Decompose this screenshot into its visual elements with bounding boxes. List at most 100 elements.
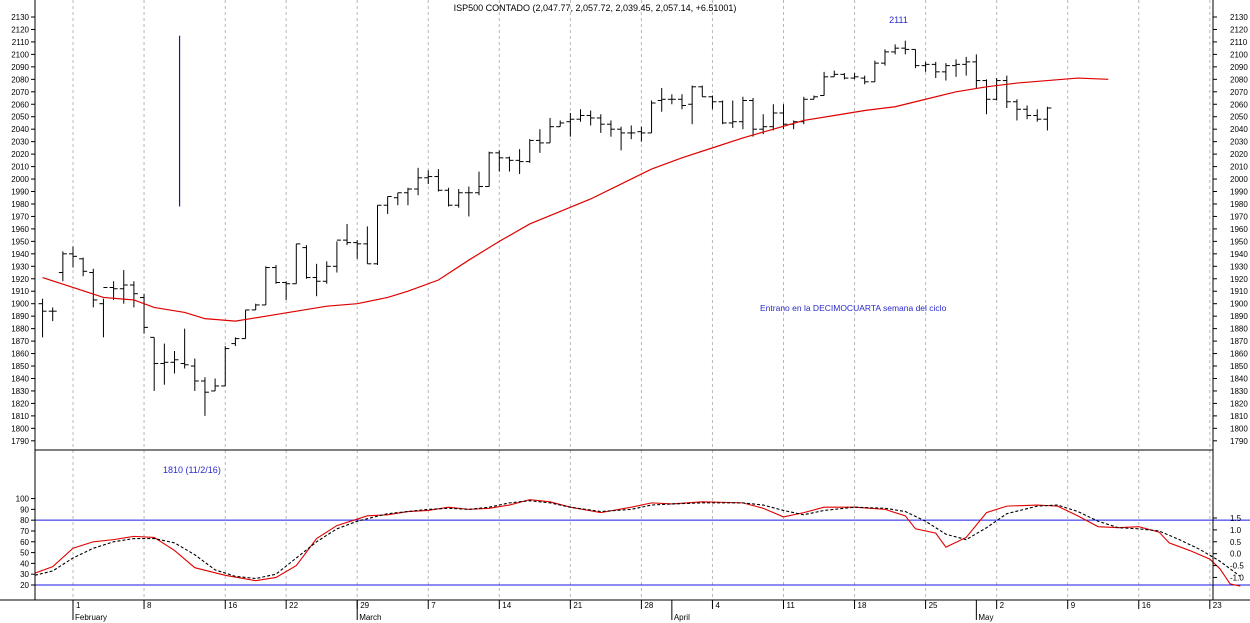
y-tick-label-right: 2110 <box>1230 38 1248 47</box>
y-tick-label-right: 1870 <box>1230 337 1248 346</box>
y-tick-label-right: 1940 <box>1230 250 1248 259</box>
y-tick-label-left: 2080 <box>11 75 29 84</box>
annotation-high: 2111 <box>889 15 908 25</box>
y-tick-label-right: 1810 <box>1230 412 1248 421</box>
y-tick-label-right: 2070 <box>1230 88 1248 97</box>
y-tick-label-left: 1790 <box>11 437 29 446</box>
y-tick-label-right: 2090 <box>1230 63 1248 72</box>
y-tick-label-right: 1820 <box>1230 399 1248 408</box>
y-tick-label-left: 1970 <box>11 212 29 221</box>
x-tick-label: 28 <box>644 601 653 610</box>
y-tick-label-left: 2130 <box>11 13 29 22</box>
y-tick-label-left: 2060 <box>11 100 29 109</box>
y-tick-label-left: 2000 <box>11 175 29 184</box>
y-tick-label-left: 2110 <box>12 38 30 47</box>
chart-title: ISP500 CONTADO (2,047.77, 2,057.72, 2,03… <box>454 3 737 13</box>
x-tick-label: 8 <box>147 601 152 610</box>
y-tick-label-right: 1900 <box>1230 300 1248 309</box>
y-tick-label-right: 1920 <box>1230 275 1248 284</box>
x-tick-label: 21 <box>573 601 582 610</box>
y-tick-label-left: 1800 <box>11 424 29 433</box>
y-tick-label-right: 2060 <box>1230 100 1248 109</box>
x-tick-label: 22 <box>289 601 298 610</box>
y-tick-label-left: 1980 <box>11 200 29 209</box>
y-tick-label-right: 2100 <box>1230 50 1248 59</box>
x-tick-label: 18 <box>858 601 867 610</box>
y-tick-label-left: 1930 <box>11 262 29 271</box>
osc-tick-label-left: 30 <box>20 570 29 579</box>
osc-tick-label-right: 0.5 <box>1230 538 1242 547</box>
y-tick-label-right: 1960 <box>1230 225 1248 234</box>
osc-tick-label-left: 60 <box>20 538 29 547</box>
price-panel: 2111 1810 (11/2/16) Entrano en la DECIMOCU… <box>38 15 1109 475</box>
y-tick-label-left: 1890 <box>11 312 29 321</box>
osc-main-line <box>34 499 1241 587</box>
osc-signal-line <box>34 500 1241 580</box>
y-tick-label-left: 1840 <box>11 374 29 383</box>
y-tick-label-right: 2120 <box>1230 25 1248 34</box>
y-tick-label-right: 2040 <box>1230 125 1248 134</box>
y-tick-label-right: 1830 <box>1230 387 1248 396</box>
y-tick-label-left: 1950 <box>11 237 29 246</box>
y-tick-label-left: 1810 <box>11 412 29 421</box>
y-tick-label-left: 2100 <box>11 50 29 59</box>
y-tick-label-right: 1790 <box>1230 437 1248 446</box>
y-tick-label-left: 2120 <box>11 25 29 34</box>
x-tick-label: 14 <box>502 601 511 610</box>
x-tick-label: 4 <box>715 601 720 610</box>
month-label: April <box>674 613 690 622</box>
x-tick-label: 16 <box>1142 601 1151 610</box>
y-tick-label-right: 1930 <box>1230 262 1248 271</box>
y-tick-label-left: 1820 <box>11 399 29 408</box>
osc-tick-label-right: 1.5 <box>1230 514 1242 523</box>
y-tick-label-left: 1910 <box>11 287 29 296</box>
month-label: March <box>359 613 381 622</box>
y-tick-label-right: 1980 <box>1230 200 1248 209</box>
y-tick-label-left: 2050 <box>11 113 29 122</box>
y-tick-label-left: 2070 <box>11 88 29 97</box>
x-tick-label: 9 <box>1071 601 1076 610</box>
x-tick-label: 16 <box>228 601 237 610</box>
osc-tick-label-left: 40 <box>20 559 29 568</box>
x-tick-label: 11 <box>787 601 796 610</box>
osc-tick-label-left: 70 <box>20 527 29 536</box>
y-tick-label-right: 1800 <box>1230 424 1248 433</box>
moving-average-line <box>42 77 1109 322</box>
month-label: February <box>75 613 107 622</box>
y-tick-label-right: 2000 <box>1230 175 1248 184</box>
osc-tick-label-left: 100 <box>16 495 30 504</box>
y-tick-label-left: 1900 <box>11 300 29 309</box>
osc-tick-label-right: -0.5 <box>1230 562 1244 571</box>
y-tick-label-right: 2020 <box>1230 150 1248 159</box>
osc-tick-label-left: 90 <box>20 505 29 514</box>
x-tick-label: 25 <box>929 601 938 610</box>
y-tick-label-left: 1920 <box>11 275 29 284</box>
y-tick-label-right: 2030 <box>1230 138 1248 147</box>
y-tick-label-left: 2040 <box>11 125 29 134</box>
y-tick-label-left: 1850 <box>11 362 29 371</box>
annotation-low: 1810 (11/2/16) <box>163 465 221 475</box>
x-tick-label: 7 <box>431 601 436 610</box>
x-tick-label: 23 <box>1213 601 1222 610</box>
y-tick-label-right: 1880 <box>1230 325 1248 334</box>
osc-tick-label-right: 1.0 <box>1230 526 1242 535</box>
y-tick-label-left: 2020 <box>11 150 29 159</box>
osc-tick-label-left: 50 <box>20 549 29 558</box>
y-tick-label-right: 1910 <box>1230 287 1248 296</box>
y-tick-label-left: 1990 <box>11 188 29 197</box>
x-tick-label: 29 <box>360 601 369 610</box>
osc-tick-label-right: -1.0 <box>1230 573 1244 582</box>
x-tick-label: 1 <box>76 601 81 610</box>
y-tick-label-right: 2080 <box>1230 75 1248 84</box>
y-tick-label-left: 2090 <box>11 63 29 72</box>
osc-tick-label-left: 80 <box>20 516 29 525</box>
osc-tick-label-right: 0.0 <box>1230 550 1242 559</box>
annotation-cycle: Entrano en la DECIMOCUARTA semana del ci… <box>760 303 947 313</box>
y-tick-label-left: 1960 <box>11 225 29 234</box>
x-tick-label: 2 <box>1000 601 1005 610</box>
y-tick-label-right: 1970 <box>1230 212 1248 221</box>
y-tick-label-left: 2010 <box>11 163 29 172</box>
